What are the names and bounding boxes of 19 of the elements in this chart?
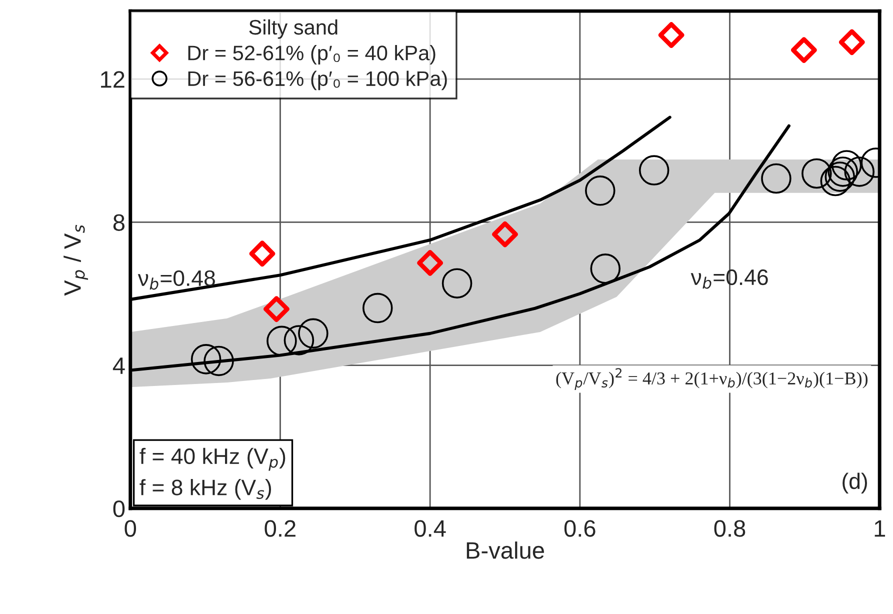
legend-label: Dr = 56-61% (p′₀ = 100 kPa) xyxy=(188,70,447,90)
y-tick-label: 8 xyxy=(113,214,124,231)
legend-title: Silty sand xyxy=(249,19,338,39)
annotation: ν$_{b}$=0.48 xyxy=(138,270,215,290)
x-tick-label: 0.4 xyxy=(414,520,446,537)
legend-label: Dr = 52-61% (p′₀ = 40 kPa) xyxy=(188,45,436,64)
y-tick-label: 4 xyxy=(112,358,125,374)
y-tick-label: 12 xyxy=(101,71,124,88)
x-tick-label: 0.8 xyxy=(714,520,746,537)
x-tick-label: 0.2 xyxy=(264,520,296,537)
annotation: (d) xyxy=(842,472,867,494)
y-axis-title: V$_{p}$ / V$_{s}$ xyxy=(64,224,88,296)
x-tick-label: 0 xyxy=(124,520,136,537)
text: (V$_{p}$/V$_{s}$)$^{2}$ = 4/3 + 2(1+ν$_{b}$)/(3(1−2ν$_{b}$)(1−B)) xyxy=(556,368,868,390)
x-axis-title: B-value xyxy=(466,542,544,559)
annotation: f = 40 kHz (V$_{p}$) f = 8 kHz (V$_{s}$) xyxy=(140,448,286,500)
x-tick-label: 0.6 xyxy=(564,520,596,537)
y-tick-label: 0 xyxy=(113,500,125,518)
x-tick-label: 1 xyxy=(874,520,886,537)
